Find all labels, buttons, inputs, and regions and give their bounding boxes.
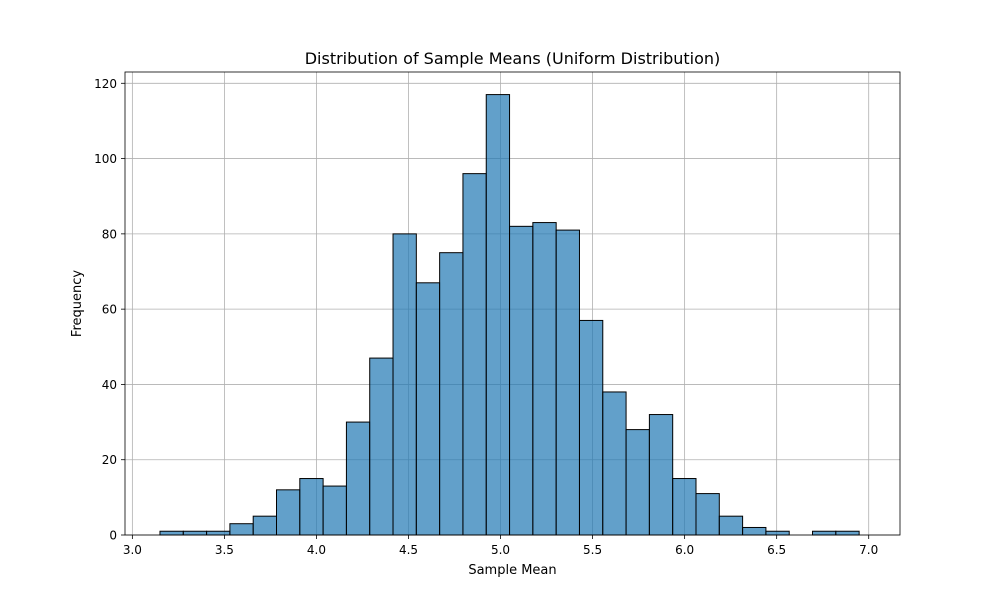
- y-tick-label: 0: [109, 529, 117, 543]
- y-axis-ticks: 0 20 40 60 80 100 120: [94, 77, 125, 543]
- histogram-bar: [345, 421, 371, 536]
- histogram-bar: [299, 478, 324, 536]
- histogram-bar: [648, 414, 674, 536]
- x-tick-label: 5.0: [491, 543, 510, 557]
- plot-area-frame: [124, 71, 901, 536]
- histogram-bar: [159, 530, 184, 536]
- histogram-bar: [625, 429, 650, 536]
- histogram-bar: [439, 252, 464, 536]
- histogram-bar: [206, 530, 231, 536]
- histogram-bar: [835, 530, 860, 536]
- histogram-bar: [462, 173, 487, 536]
- histogram-bar: [252, 515, 278, 536]
- histogram-bar: [415, 282, 441, 536]
- histogram-bar: [369, 357, 394, 536]
- histogram-bar: [742, 526, 767, 536]
- histogram-bar: [485, 94, 511, 536]
- histogram-bar: [229, 523, 254, 536]
- x-tick-label: 5.5: [583, 543, 602, 557]
- x-tick-label: 4.5: [399, 543, 418, 557]
- y-tick-label: 20: [102, 453, 117, 467]
- histogram-bar: [672, 478, 697, 536]
- histogram-bar: [602, 391, 627, 536]
- histogram-bar: [509, 225, 534, 536]
- x-tick-label: 4.0: [307, 543, 326, 557]
- histogram-bars: [159, 94, 860, 536]
- x-tick-label: 7.0: [859, 543, 878, 557]
- x-tick-label: 3.5: [215, 543, 234, 557]
- y-tick-label: 40: [102, 378, 117, 392]
- y-axis-label: Frequency: [70, 270, 85, 337]
- y-tick-label: 80: [102, 227, 117, 241]
- histogram-bar: [578, 319, 604, 536]
- histogram-bar: [718, 515, 744, 536]
- x-tick-label: 3.0: [123, 543, 142, 557]
- histogram-bar: [812, 530, 837, 536]
- histogram-bar: [276, 489, 301, 536]
- histogram-bar: [555, 229, 580, 536]
- x-axis-label: Sample Mean: [468, 563, 556, 578]
- histogram-bar: [532, 222, 557, 536]
- histogram-bar: [392, 233, 417, 536]
- histogram-bar: [322, 485, 347, 536]
- histogram-bar: [182, 530, 208, 536]
- histogram-bar: [695, 493, 720, 536]
- y-tick-label: 60: [102, 303, 117, 317]
- y-tick-label: 100: [94, 152, 117, 166]
- x-tick-label: 6.5: [767, 543, 786, 557]
- x-tick-label: 6.0: [675, 543, 694, 557]
- histogram-bar: [765, 530, 790, 536]
- x-axis-ticks: 3.0 3.5 4.0 4.5 5.0 5.5 6.0 6.5 7.0: [123, 535, 878, 557]
- y-tick-label: 120: [94, 77, 117, 91]
- chart-title: Distribution of Sample Means (Uniform Di…: [305, 49, 721, 68]
